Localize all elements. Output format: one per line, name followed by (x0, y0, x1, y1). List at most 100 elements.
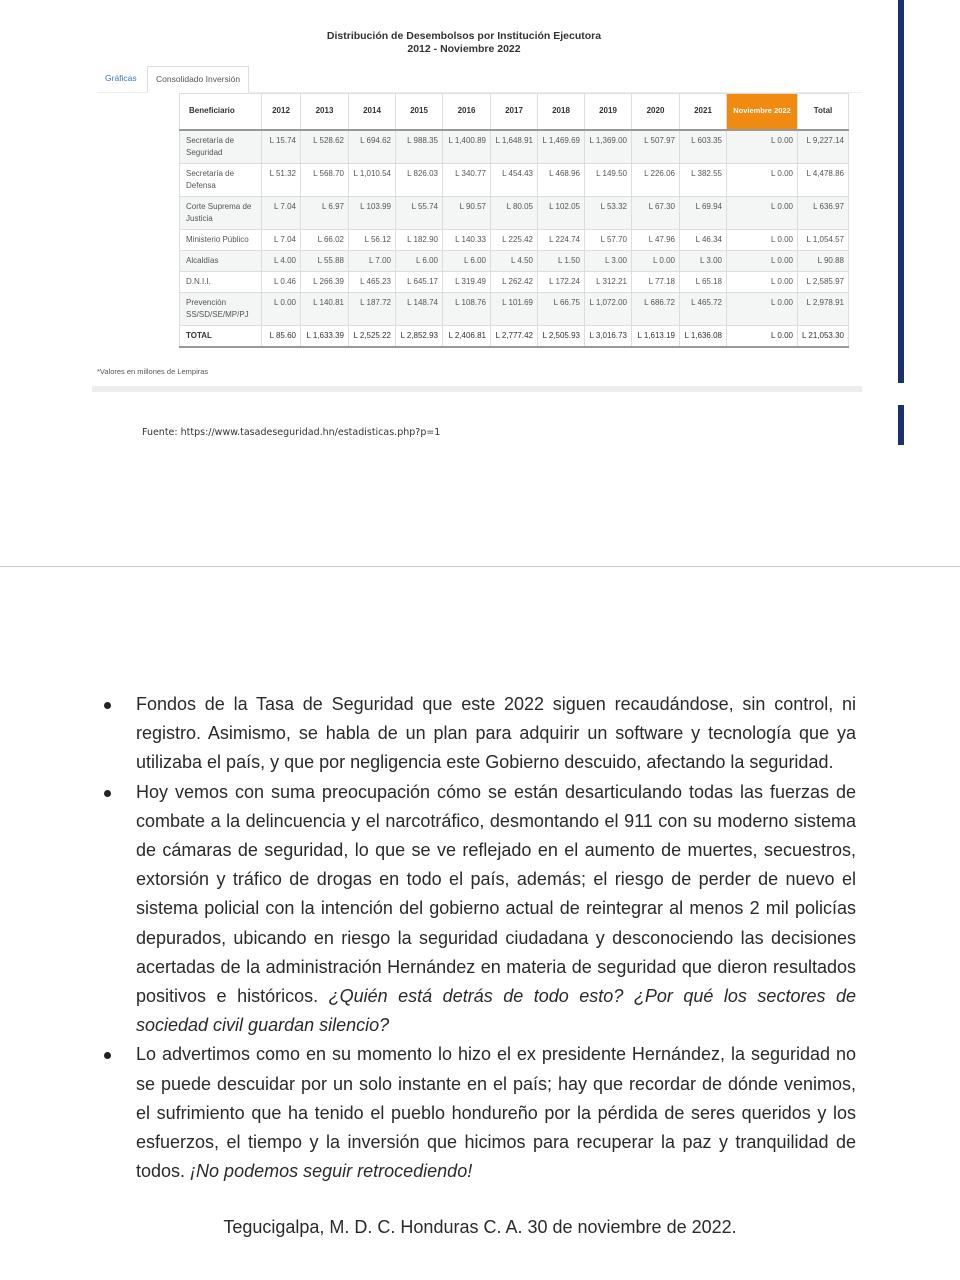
amount-cell: L 140.81 (300, 291, 349, 326)
amount-cell: L 1,072.00 (584, 291, 632, 326)
column-header: 2018 (537, 93, 585, 131)
amount-cell: L 1,054.57 (797, 228, 849, 251)
amount-cell: L 224.74 (537, 228, 585, 251)
bullet-text: Fondos de la Tasa de Seguridad que este … (136, 694, 856, 773)
table-row: Prevención SS/SD/SE/MP/PJ L 0.00 L 140.81 L… (179, 291, 849, 326)
amount-cell: L 340.77 (442, 162, 491, 197)
amount-cell: L 2,505.93 (537, 324, 585, 348)
beneficiary-cell: Prevención SS/SD/SE/MP/PJ (179, 291, 262, 326)
amount-cell: L 465.72 (679, 291, 727, 326)
bullet-item: Hoy vemos con suma preocupación cómo se … (104, 778, 856, 1041)
amount-cell: L 0.00 (726, 291, 798, 326)
amount-cell: L 65.18 (679, 270, 727, 293)
amount-cell: L 3,016.73 (584, 324, 632, 348)
amount-cell: L 226.06 (631, 162, 680, 197)
amount-cell: L 57.70 (584, 228, 632, 251)
title-line-2: 2012 - Noviembre 2022 (407, 43, 521, 55)
amount-cell: L 603.35 (679, 129, 727, 164)
bullet-text: Lo advertimos como en su momento lo hizo… (136, 1044, 856, 1182)
place-date: Tegucigalpa, M. D. C. Honduras C. A. 30 … (223, 1217, 737, 1237)
amount-cell: L 7.00 (348, 249, 396, 272)
amount-cell: L 0.00 (726, 195, 798, 230)
amount-cell: L 69.94 (679, 195, 727, 230)
amount-cell: L 0.00 (726, 228, 798, 251)
amount-cell: L 1,633.39 (300, 324, 349, 348)
amount-cell: L 55.88 (300, 249, 349, 272)
bullet-list: Fondos de la Tasa de Seguridad que este … (104, 690, 856, 1186)
amount-cell: L 101.69 (490, 291, 538, 326)
table-row: D.N.I.I. L 0.46 L 266.39 L 465.23 L 645.17 L … (179, 270, 849, 293)
beneficiary-cell: D.N.I.I. (179, 270, 262, 293)
column-header: 2020 (631, 93, 680, 131)
amount-cell: L 3.00 (679, 249, 727, 272)
bullet-icon (104, 789, 111, 797)
amount-cell: L 77.18 (631, 270, 680, 293)
amount-cell: L 1.50 (537, 249, 585, 272)
column-header: 2015 (395, 93, 443, 131)
tab-bar: Gráficas Consolidado Inversión (97, 66, 862, 93)
bullet-italic-text: ¿Quién está detrás de todo esto? ¿Por qu… (136, 986, 856, 1036)
beneficiary-cell: TOTAL (179, 324, 262, 348)
amount-cell: L 4.50 (490, 249, 538, 272)
amount-cell: L 85.60 (261, 324, 301, 348)
amount-cell: L 149.50 (584, 162, 632, 197)
amount-cell: L 225.42 (490, 228, 538, 251)
amount-cell: L 636.97 (797, 195, 849, 230)
amount-cell: L 507.97 (631, 129, 680, 164)
amount-cell: L 826.03 (395, 162, 443, 197)
column-header: Total (797, 93, 849, 131)
amount-cell: L 4.00 (261, 249, 301, 272)
amount-cell: L 7.04 (261, 228, 301, 251)
decorative-bar (898, 405, 904, 445)
amount-cell: L 51.32 (261, 162, 301, 197)
amount-cell: L 56.12 (348, 228, 396, 251)
column-header: 2012 (261, 93, 301, 131)
bullet-text: Hoy vemos con suma preocupación cómo se … (136, 781, 856, 1007)
amount-cell: L 319.49 (442, 270, 491, 293)
amount-cell: L 0.00 (726, 162, 798, 197)
amount-cell: L 148.74 (395, 291, 443, 326)
amount-cell: L 2,978.91 (797, 291, 849, 326)
table-row: Ministerio Público L 7.04 L 66.02 L 56.12 L … (179, 228, 849, 251)
amount-cell: L 694.62 (348, 129, 396, 164)
page-divider (0, 566, 960, 567)
beneficiary-cell: Secretaría de Seguridad (179, 129, 262, 164)
amount-cell: L 90.88 (797, 249, 849, 272)
tab-graficas[interactable]: Gráficas (105, 73, 137, 83)
beneficiary-cell: Secretaría de Defensa (179, 162, 262, 197)
amount-cell: L 90.57 (442, 195, 491, 230)
amount-cell: L 0.00 (261, 291, 301, 326)
amount-cell: L 46.34 (679, 228, 727, 251)
amount-cell: L 1,469.69 (537, 129, 585, 164)
amount-cell: L 7.04 (261, 195, 301, 230)
amount-cell: L 66.02 (300, 228, 349, 251)
amount-cell: L 140.33 (442, 228, 491, 251)
amount-cell: L 528.62 (300, 129, 349, 164)
bullet-icon (104, 1052, 111, 1060)
bullet-item: Fondos de la Tasa de Seguridad que este … (104, 690, 856, 778)
source-caption: Fuente: https://www.tasadeseguridad.hn/e… (142, 427, 441, 438)
amount-cell: L 312.21 (584, 270, 632, 293)
amount-cell: L 382.55 (679, 162, 727, 197)
column-header: 2021 (679, 93, 727, 131)
amount-cell: L 102.05 (537, 195, 585, 230)
amount-cell: L 645.17 (395, 270, 443, 293)
amount-cell: L 1,648.91 (490, 129, 538, 164)
column-header: Beneficiario (179, 93, 262, 131)
amount-cell: L 187.72 (348, 291, 396, 326)
screenshot-edge (92, 386, 862, 392)
table-title: Distribución de Desembolsos por Instituc… (0, 30, 860, 56)
amount-cell: L 15.74 (261, 129, 301, 164)
amount-cell: L 2,406.81 (442, 324, 491, 348)
amount-cell: L 454.43 (490, 162, 538, 197)
amount-cell: L 0.00 (726, 270, 798, 293)
amount-cell: L 53.32 (584, 195, 632, 230)
tab-consolidado-inversion[interactable]: Consolidado Inversión (147, 66, 250, 93)
amount-cell: L 686.72 (631, 291, 680, 326)
amount-cell: L 3.00 (584, 249, 632, 272)
amount-cell: L 21,053.30 (797, 324, 849, 348)
amount-cell: L 182.90 (395, 228, 443, 251)
amount-cell: L 66.75 (537, 291, 585, 326)
total-row: TOTAL L 85.60 L 1,633.39 L 2,525.22 L 2,852.… (179, 324, 849, 348)
amount-cell: L 2,525.22 (348, 324, 396, 348)
